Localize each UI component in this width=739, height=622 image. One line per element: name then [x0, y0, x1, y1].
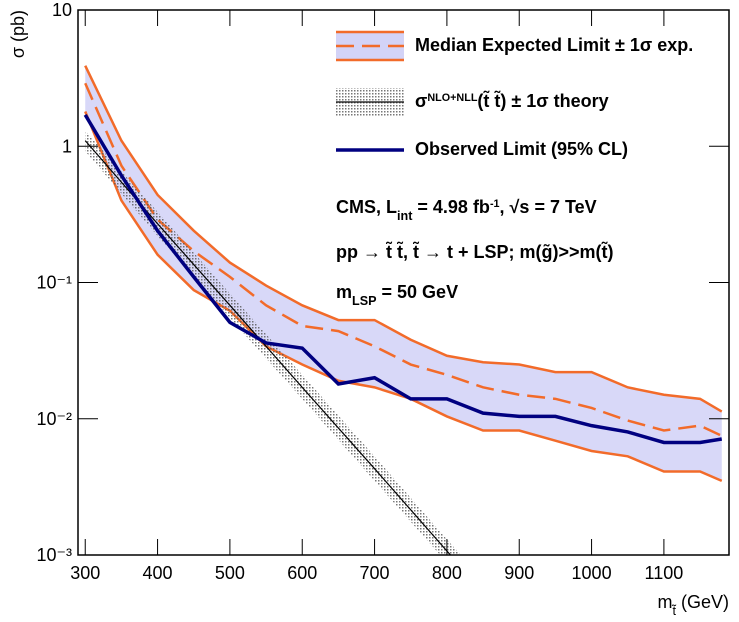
label-part: Observed Limit (95% CL)	[415, 139, 628, 159]
legend-label: σNLO+NLL(t̃ t̃) ± 1σ theory	[415, 90, 609, 111]
label-part: (t̃ t̃) ± 1σ theory	[477, 90, 608, 111]
label-part: LSP	[352, 294, 377, 308]
x-tick-label: 800	[432, 563, 462, 583]
label-part: , √s = 7 TeV	[500, 197, 597, 217]
legend-label: Median Expected Limit ± 1σ exp.	[415, 35, 693, 55]
label-part: σ	[415, 91, 427, 111]
label-part: NLO+NLL	[427, 92, 477, 104]
series-line	[84, 82, 723, 437]
label-part: (GeV)	[676, 592, 729, 612]
x-axis-title: mt̃ (GeV)	[657, 592, 729, 618]
y-tick-label: 10⁻¹	[36, 273, 72, 293]
label-part: int	[397, 209, 413, 223]
y-axis-title: σ (pb)	[8, 10, 28, 58]
x-tick-label: 1000	[572, 563, 612, 583]
series-line	[83, 113, 723, 445]
y-tick-label: 10	[52, 0, 72, 20]
y-tick-label: 1	[62, 136, 72, 156]
x-tick-label: 700	[360, 563, 390, 583]
x-tick-label: 600	[287, 563, 317, 583]
label-part: Median Expected Limit ± 1σ exp.	[415, 35, 693, 55]
label-part: t̃	[671, 603, 677, 618]
band-edge	[84, 65, 723, 413]
y-tick-label: 10⁻³	[36, 545, 72, 565]
x-tick-label: 400	[143, 563, 173, 583]
y-tick-label: 10⁻²	[36, 409, 72, 429]
label-part: = 50 GeV	[377, 282, 459, 302]
label-part: CMS, L	[336, 197, 397, 217]
plot	[83, 65, 723, 555]
label-part: pp → t̃ t̃, t̃ → t + LSP; m(g̃)>>m(t̃)	[336, 241, 614, 262]
legend-label: Observed Limit (95% CL)	[415, 139, 628, 159]
annotation: CMS, Lint = 4.98 fb-1, √s = 7 TeV	[336, 197, 597, 223]
label-part: σ (pb)	[8, 10, 28, 58]
x-tick-label: 1100	[645, 563, 684, 583]
annotation: pp → t̃ t̃, t̃ → t + LSP; m(g̃)>>m(t̃)	[336, 241, 614, 262]
label-part: = 4.98 fb	[412, 197, 490, 217]
annotation: mLSP = 50 GeV	[336, 282, 458, 308]
x-tick-label: 300	[70, 563, 100, 583]
band	[85, 65, 722, 481]
label-part: m	[336, 282, 352, 302]
x-tick-label: 900	[504, 563, 534, 583]
label-part: m	[657, 592, 672, 612]
x-tick-label: 500	[215, 563, 245, 583]
label-part: -1	[490, 198, 500, 210]
